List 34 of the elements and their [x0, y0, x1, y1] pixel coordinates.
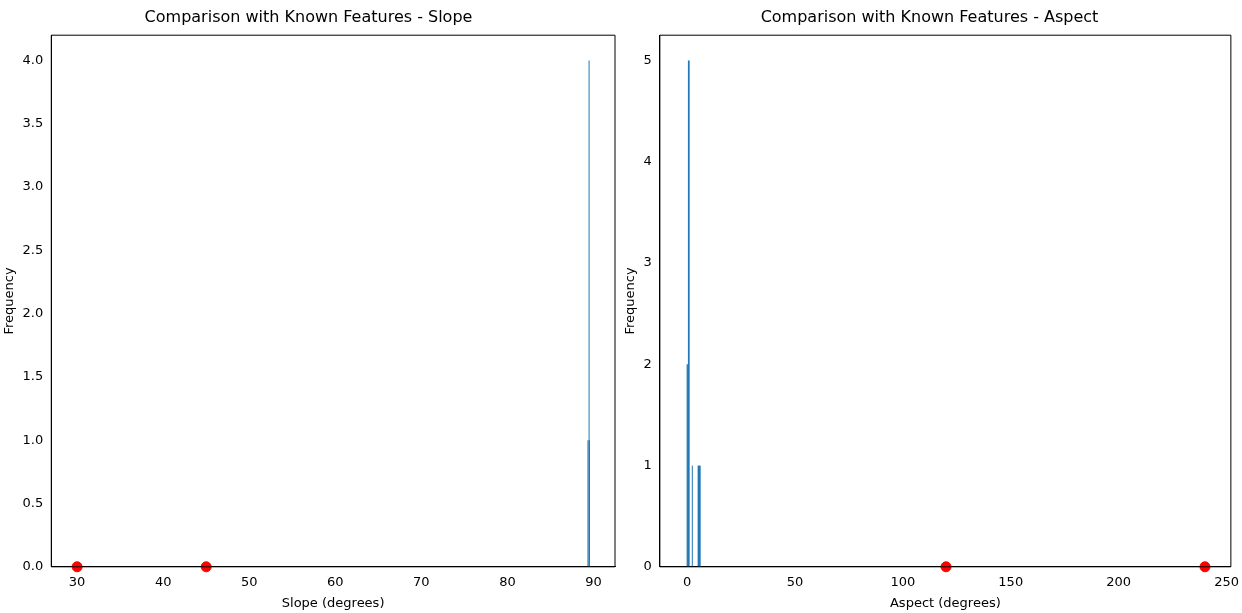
x-axis-title: Aspect (degrees)	[889, 594, 1001, 610]
y-tick-label: 4	[643, 153, 652, 169]
y-tick-label: 5	[643, 51, 652, 67]
x-tick-label: 50	[786, 573, 804, 589]
x-tick-label: 40	[154, 573, 172, 589]
chart-title: Comparison with Known Features - Slope	[144, 6, 473, 26]
y-tick-label: 2	[643, 355, 652, 371]
y-tick-label: 2.0	[22, 305, 44, 321]
y-axis-title: Frequency	[622, 267, 638, 335]
y-tick-label: 3.0	[22, 178, 44, 194]
x-tick-label: 80	[499, 573, 516, 589]
x-tick-label: 250	[1214, 573, 1239, 589]
y-tick-label: 1.5	[22, 368, 44, 384]
x-tick-label: 0	[682, 573, 692, 589]
chart-title: Comparison with Known Features - Aspect	[760, 6, 1099, 26]
x-axis-title: Slope (degrees)	[281, 594, 385, 610]
y-tick-label: 4.0	[22, 51, 44, 67]
x-tick-label: 70	[413, 573, 430, 589]
y-axis-title: Frequency	[1, 267, 17, 335]
y-tick-label: 2.5	[22, 241, 44, 257]
x-tick-label: 150	[998, 573, 1024, 589]
x-tick-label: 30	[68, 573, 86, 589]
x-tick-label: 50	[240, 573, 258, 589]
x-tick-label: 90	[585, 573, 602, 589]
y-tick-label: 0	[643, 558, 652, 574]
y-tick-label: 0.5	[22, 494, 44, 510]
y-tick-label: 1	[643, 456, 652, 472]
y-tick-label: 3	[643, 254, 652, 270]
y-tick-label: 1.0	[22, 431, 44, 447]
x-tick-label: 60	[327, 573, 344, 589]
y-tick-label: 0.0	[22, 558, 44, 574]
x-tick-label: 100	[890, 573, 916, 589]
y-tick-label: 3.5	[22, 115, 44, 131]
x-tick-label: 200	[1106, 573, 1132, 589]
